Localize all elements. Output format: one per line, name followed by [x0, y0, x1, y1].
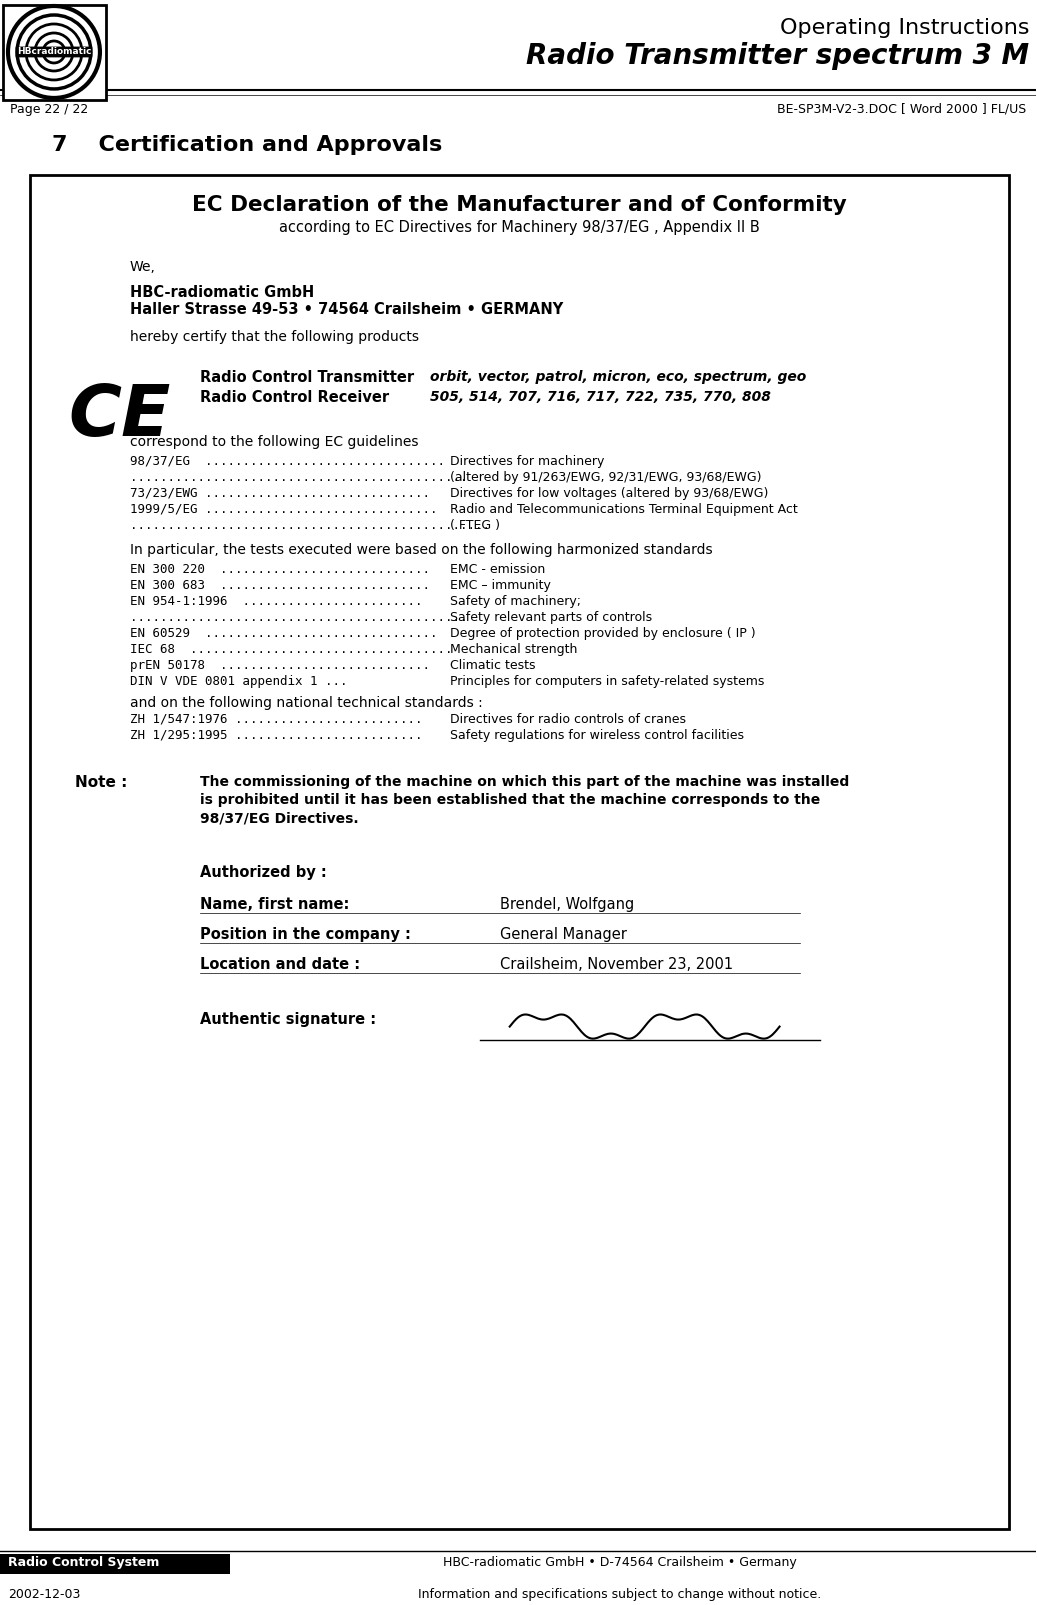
- Text: HBC-radiomatic GmbH: HBC-radiomatic GmbH: [130, 284, 314, 300]
- Text: 98/37/EG  ................................: 98/37/EG ...............................…: [130, 454, 445, 467]
- Text: Location and date :: Location and date :: [200, 957, 360, 971]
- Text: In particular, the tests executed were based on the following harmonized standar: In particular, the tests executed were b…: [130, 542, 712, 557]
- Text: Principles for computers in safety-related systems: Principles for computers in safety-relat…: [450, 674, 764, 687]
- Bar: [0, 1554, 230, 1575]
- Text: 1999/5/EG ...............................: 1999/5/EG ..............................…: [130, 502, 438, 515]
- Text: Authorized by :: Authorized by :: [200, 865, 327, 880]
- Text: Authentic signature :: Authentic signature :: [200, 1011, 376, 1027]
- Text: 505, 514, 707, 716, 717, 722, 735, 770, 808: 505, 514, 707, 716, 717, 722, 735, 770, …: [429, 390, 770, 404]
- Text: Information and specifications subject to change without notice.: Information and specifications subject t…: [418, 1589, 821, 1602]
- Text: according to EC Directives for Machinery 98/37/EG , Appendix II B: according to EC Directives for Machinery…: [279, 220, 760, 234]
- Text: EN 60529  ...............................: EN 60529 ...............................: [130, 626, 438, 640]
- Text: 7    Certification and Approvals: 7 Certification and Approvals: [52, 135, 442, 156]
- Text: IEC 68  ...................................: IEC 68 .................................…: [130, 642, 452, 656]
- Text: and on the following national technical standards :: and on the following national technical …: [130, 695, 482, 709]
- Text: prEN 50178  ............................: prEN 50178 ............................: [130, 658, 430, 672]
- Text: Radio Transmitter spectrum 3 M: Radio Transmitter spectrum 3 M: [527, 42, 1030, 71]
- Text: Name, first name:: Name, first name:: [200, 897, 349, 912]
- Text: .............................................: ........................................…: [130, 470, 468, 483]
- Text: Radio Control Transmitter: Radio Control Transmitter: [200, 369, 414, 385]
- Text: Climatic tests: Climatic tests: [450, 658, 535, 672]
- Text: Degree of protection provided by enclosure ( IP ): Degree of protection provided by enclosu…: [450, 626, 755, 640]
- Text: ................................................: ........................................…: [130, 518, 489, 531]
- Text: EN 300 683  ............................: EN 300 683 ............................: [130, 579, 430, 592]
- Text: Crailsheim, November 23, 2001: Crailsheim, November 23, 2001: [500, 957, 733, 971]
- Text: orbit, vector, patrol, micron, eco, spectrum, geo: orbit, vector, patrol, micron, eco, spec…: [429, 369, 806, 384]
- Text: correspond to the following EC guidelines: correspond to the following EC guideline…: [130, 435, 418, 449]
- Text: Operating Instructions: Operating Instructions: [780, 18, 1030, 39]
- Text: Mechanical strength: Mechanical strength: [450, 642, 578, 656]
- Text: Radio and Telecommunications Terminal Equipment Act: Radio and Telecommunications Terminal Eq…: [450, 502, 797, 515]
- Text: 2002-12-03: 2002-12-03: [8, 1589, 81, 1602]
- Text: We,: We,: [130, 260, 156, 274]
- Text: DIN V VDE 0801 appendix 1 ...: DIN V VDE 0801 appendix 1 ...: [130, 674, 347, 687]
- Text: hereby certify that the following products: hereby certify that the following produc…: [130, 331, 419, 343]
- Text: Safety regulations for wireless control facilities: Safety regulations for wireless control …: [450, 729, 744, 742]
- Text: CE: CE: [68, 382, 170, 451]
- Text: ( FTEG ): ( FTEG ): [450, 518, 500, 531]
- Text: EN 300 220  ............................: EN 300 220 ............................: [130, 563, 430, 576]
- Text: BE-SP3M-V2-3.DOC [ Word 2000 ] FL/US: BE-SP3M-V2-3.DOC [ Word 2000 ] FL/US: [777, 103, 1027, 116]
- Text: Directives for low voltages (altered by 93/68/EWG): Directives for low voltages (altered by …: [450, 486, 768, 499]
- Text: Directives for radio controls of cranes: Directives for radio controls of cranes: [450, 713, 685, 725]
- Text: Page 22 / 22: Page 22 / 22: [10, 103, 88, 116]
- Text: Safety relevant parts of controls: Safety relevant parts of controls: [450, 612, 652, 624]
- Text: .............................................: ........................................…: [130, 612, 468, 624]
- Text: Note :: Note :: [75, 775, 128, 790]
- Text: HBC-radiomatic GmbH • D-74564 Crailsheim • Germany: HBC-radiomatic GmbH • D-74564 Crailsheim…: [443, 1557, 796, 1570]
- Text: EMC - emission: EMC - emission: [450, 563, 545, 576]
- Text: (altered by 91/263/EWG, 92/31/EWG, 93/68/EWG): (altered by 91/263/EWG, 92/31/EWG, 93/68…: [450, 470, 761, 483]
- Text: The commissioning of the machine on which this part of the machine was installed: The commissioning of the machine on whic…: [200, 775, 849, 825]
- Text: Brendel, Wolfgang: Brendel, Wolfgang: [500, 897, 634, 912]
- Text: Safety of machinery;: Safety of machinery;: [450, 595, 581, 608]
- Text: EN 954-1:1996  ........................: EN 954-1:1996 ........................: [130, 595, 422, 608]
- Text: EC Declaration of the Manufacturer and of Conformity: EC Declaration of the Manufacturer and o…: [192, 194, 847, 215]
- Text: ZH 1/547:1976 .........................: ZH 1/547:1976 .........................: [130, 713, 422, 725]
- Bar: [3, 5, 106, 100]
- Text: ZH 1/295:1995 .........................: ZH 1/295:1995 .........................: [130, 729, 422, 742]
- Text: Directives for machinery: Directives for machinery: [450, 454, 605, 467]
- Text: Haller Strasse 49-53 • 74564 Crailsheim • GERMANY: Haller Strasse 49-53 • 74564 Crailsheim …: [130, 302, 563, 316]
- Text: Position in the company :: Position in the company :: [200, 926, 411, 942]
- FancyBboxPatch shape: [30, 175, 1009, 1530]
- Text: 73/23/EWG ..............................: 73/23/EWG ..............................: [130, 486, 430, 499]
- Text: HBcradiomatic: HBcradiomatic: [17, 48, 91, 56]
- Text: Radio Control System: Radio Control System: [8, 1557, 160, 1570]
- Text: General Manager: General Manager: [500, 926, 626, 942]
- Text: Radio Control Receiver: Radio Control Receiver: [200, 390, 389, 404]
- Text: EMC – immunity: EMC – immunity: [450, 579, 551, 592]
